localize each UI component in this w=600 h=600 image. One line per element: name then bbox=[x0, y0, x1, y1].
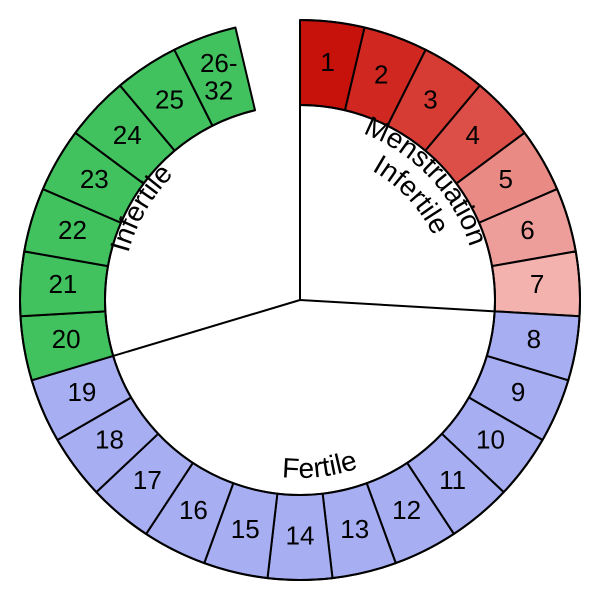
day-number-label: 19 bbox=[67, 377, 96, 407]
day-number-label: 9 bbox=[511, 377, 525, 407]
day-number-label: 23 bbox=[80, 164, 109, 194]
day-number-label: 24 bbox=[113, 120, 142, 150]
day-number-label: 15 bbox=[231, 514, 260, 544]
day-number-label: 12 bbox=[392, 495, 421, 525]
day-number-label: 16 bbox=[179, 495, 208, 525]
day-number-label: 18 bbox=[95, 425, 124, 455]
day-number-label: 1 bbox=[320, 47, 334, 77]
day-number-label: 11 bbox=[439, 465, 466, 495]
day-number-label: 6 bbox=[520, 215, 534, 245]
day-number-label: 22 bbox=[58, 215, 87, 245]
day-number-label: 2 bbox=[374, 60, 388, 90]
day-number-label: 13 bbox=[340, 514, 369, 544]
day-number-label: 10 bbox=[476, 425, 505, 455]
day-number-label: 5 bbox=[498, 164, 512, 194]
day-number-label: 3 bbox=[423, 84, 437, 114]
day-number-label: 20 bbox=[52, 324, 81, 354]
day-number-label: 26-32 bbox=[200, 48, 238, 105]
day-number-label: 25 bbox=[155, 84, 184, 114]
day-number-label: 8 bbox=[527, 324, 541, 354]
day-number-label: 4 bbox=[466, 120, 480, 150]
fertility-cycle-diagram: 1234567891011121314151617181920212223242… bbox=[0, 0, 600, 600]
phase-divider-line bbox=[113, 300, 300, 356]
day-number-label: 21 bbox=[48, 269, 77, 299]
phase-divider-line bbox=[300, 300, 495, 311]
day-number-label: 17 bbox=[133, 465, 162, 495]
day-number-label: 14 bbox=[286, 520, 315, 550]
phase-label: Fertile bbox=[281, 444, 360, 484]
day-number-label: 7 bbox=[530, 269, 544, 299]
phase-arc-labels: MenstruationInfertileFertileInfertile bbox=[104, 110, 493, 484]
